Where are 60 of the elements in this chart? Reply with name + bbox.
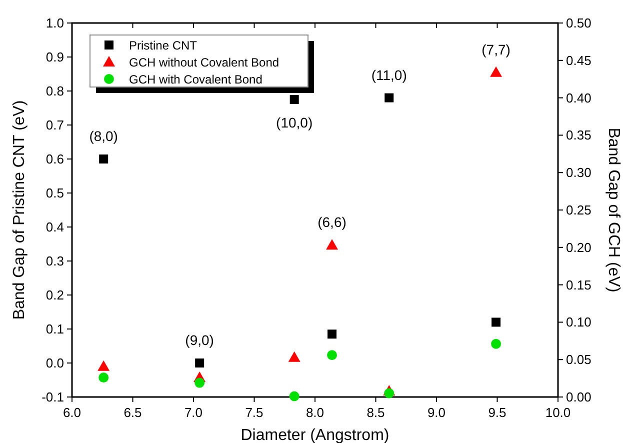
- y2-tick-label: 0.15: [566, 277, 592, 292]
- x-tick-label: 6.5: [124, 405, 142, 420]
- point: [327, 350, 338, 360]
- point: [289, 391, 300, 402]
- point: [194, 378, 205, 388]
- y2-tick-label: 0.45: [566, 52, 592, 68]
- y-tick-label: 0.7: [46, 118, 64, 132]
- point: [99, 154, 108, 164]
- y-tick-label: 0.3: [46, 254, 64, 268]
- point: [288, 351, 300, 362]
- annotation: (11,0): [371, 66, 407, 83]
- y2-tick-label: 0.20: [566, 240, 592, 255]
- y2-tick-label: 0.40: [566, 90, 592, 106]
- x-tick-label: 7.0: [184, 405, 203, 420]
- x-tick-label: 8.0: [306, 405, 324, 420]
- y2-tick-label: 0.50: [566, 16, 592, 30]
- x-tick-label: 6.0: [62, 405, 82, 420]
- annotation: (10,0): [276, 114, 313, 130]
- x-tick-label: 8.5: [366, 405, 385, 420]
- y2-axis-title: Band Gap of GCH (eV): [605, 128, 622, 292]
- y-tick-label: 0.0: [46, 356, 64, 370]
- annotation: (7,7): [482, 41, 510, 58]
- x-tick-label: 10.0: [545, 405, 571, 420]
- point: [384, 93, 394, 102]
- point: [384, 388, 394, 398]
- y-axis-title: Band Gap of Pristine CNT (eV): [11, 100, 28, 320]
- point: [490, 66, 502, 77]
- x-axis-title: Diameter (Angstrom): [240, 427, 390, 443]
- x-tick-label: 7.5: [245, 405, 264, 420]
- point: [491, 338, 502, 349]
- legend-label: Pristine CNT: [129, 38, 198, 52]
- y-tick-label: 0.6: [46, 152, 64, 166]
- x-tick-label: 9.0: [427, 405, 446, 420]
- annotation: (6,6): [318, 214, 346, 230]
- y-tick-label: 0.5: [46, 186, 64, 200]
- y2-tick-label: 0.05: [566, 352, 592, 368]
- point: [492, 318, 501, 327]
- y-tick-label: 0.9: [46, 50, 64, 64]
- y2-tick-label: 0.10: [566, 314, 592, 330]
- point: [98, 360, 110, 371]
- y2-tick-label: 0.30: [566, 165, 592, 180]
- y-tick-label: 0.4: [46, 220, 64, 234]
- point: [195, 358, 204, 368]
- y-tick-label: 0.1: [46, 322, 64, 336]
- legend-label: GCH without Covalent Bond: [129, 56, 280, 70]
- legend-label: GCH with Covalent Bond: [129, 72, 262, 86]
- point: [290, 95, 299, 104]
- y-tick-label: 1.0: [46, 16, 64, 30]
- point: [326, 239, 338, 250]
- y2-tick-label: 0.25: [566, 202, 592, 218]
- y-tick-label: 0.2: [46, 288, 64, 302]
- point: [98, 372, 109, 383]
- point: [328, 330, 337, 339]
- annotation: (9,0): [185, 332, 214, 348]
- annotation: (8,0): [89, 128, 118, 144]
- y-tick-label: 0.8: [46, 84, 64, 98]
- y2-tick-label: 0.00: [566, 390, 592, 404]
- x-tick-label: 9.5: [488, 405, 506, 420]
- y-tick-label: -0.1: [42, 390, 64, 404]
- y2-tick-label: 0.35: [566, 128, 592, 143]
